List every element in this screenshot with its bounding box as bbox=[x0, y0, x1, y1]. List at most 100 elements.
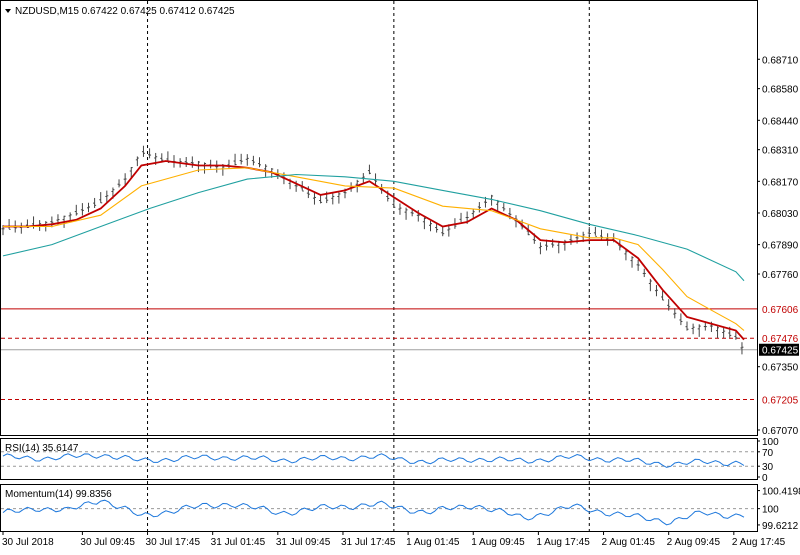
price-bar bbox=[404, 207, 408, 220]
price-bar bbox=[551, 238, 555, 248]
time-tick-label: 1 Aug 17:45 bbox=[536, 537, 590, 548]
price-bar bbox=[80, 203, 84, 216]
current-price-tag: 0.67425 bbox=[759, 343, 799, 357]
price-bar bbox=[117, 179, 121, 188]
time-tick-label: 2 Aug 01:45 bbox=[602, 537, 656, 548]
price-bar bbox=[239, 153, 243, 165]
price-bar bbox=[679, 313, 683, 326]
price-bar bbox=[129, 167, 133, 179]
momentum-tick-label: 99.6212 bbox=[762, 521, 799, 532]
price-bar bbox=[306, 186, 310, 199]
price-bar bbox=[587, 226, 591, 240]
price-bar bbox=[148, 148, 152, 159]
price-bar bbox=[337, 192, 341, 204]
price-bar bbox=[203, 162, 207, 174]
price-panel-frame bbox=[0, 0, 758, 436]
price-tick-label: 0.67350 bbox=[762, 363, 799, 374]
rsi-tick-label: 70 bbox=[762, 448, 774, 459]
rsi-panel-frame bbox=[0, 438, 758, 480]
level-price-tag-2: 0.67205 bbox=[759, 393, 799, 406]
price-bar bbox=[636, 259, 640, 271]
price-tags: 0.67606 0.67476 0.67205 0.67425 bbox=[759, 302, 799, 406]
rsi-panel-header: RSI(14) 35.6147 bbox=[5, 443, 79, 454]
price-bar bbox=[648, 278, 652, 292]
price-bar bbox=[74, 204, 78, 216]
price-tick-label: 0.68030 bbox=[762, 209, 799, 220]
price-bar bbox=[215, 160, 219, 173]
price-bar bbox=[441, 226, 445, 237]
price-bar bbox=[600, 229, 603, 241]
ma-mid-line bbox=[3, 167, 745, 331]
time-axis-ticks: 30 Jul 2018 30 Jul 09:45 30 Jul 17:45 31 Ju… bbox=[2, 531, 786, 548]
price-bar bbox=[697, 324, 701, 337]
svg-text:0.67476: 0.67476 bbox=[762, 334, 799, 345]
price-bar bbox=[716, 326, 720, 339]
price-bar bbox=[251, 155, 255, 166]
price-bar bbox=[87, 202, 90, 213]
price-bar bbox=[593, 226, 597, 237]
price-bar bbox=[685, 321, 689, 331]
price-bar bbox=[624, 249, 628, 261]
triangle-down-icon[interactable] bbox=[5, 9, 11, 13]
price-bar bbox=[331, 193, 335, 205]
svg-text:0.67205: 0.67205 bbox=[762, 395, 799, 406]
day-separators bbox=[147, 1, 590, 531]
price-bar bbox=[99, 192, 103, 204]
time-tick-label: 30 Jul 2018 bbox=[2, 537, 54, 548]
price-bar bbox=[435, 222, 439, 233]
price-bar bbox=[209, 159, 213, 169]
price-bar bbox=[538, 242, 542, 255]
price-bar bbox=[166, 151, 170, 163]
price-bar bbox=[398, 203, 402, 215]
price-bar bbox=[184, 156, 188, 167]
time-tick-label: 30 Jul 17:45 bbox=[146, 537, 201, 548]
time-tick-label: 2 Aug 17:45 bbox=[732, 537, 786, 548]
price-bar bbox=[496, 199, 500, 213]
price-bar bbox=[471, 208, 475, 219]
price-bar bbox=[429, 220, 432, 232]
price-bar bbox=[258, 157, 261, 168]
ma-slow-line bbox=[2, 173, 745, 282]
momentum-tick-label: 100 bbox=[762, 505, 779, 516]
price-tick-label: 0.68580 bbox=[762, 85, 799, 96]
time-tick-label: 1 Aug 09:45 bbox=[471, 537, 525, 548]
rsi-tick-label: 100 bbox=[762, 437, 779, 448]
price-tick-label: 0.67890 bbox=[762, 241, 799, 252]
price-bar bbox=[123, 173, 127, 186]
price-tick-label: 0.67760 bbox=[762, 270, 799, 281]
price-bar bbox=[7, 218, 11, 230]
price-bar bbox=[447, 224, 451, 237]
price-bar bbox=[68, 212, 72, 222]
price-bar bbox=[392, 197, 396, 208]
price-bar bbox=[569, 234, 573, 245]
price-bar bbox=[722, 327, 726, 339]
svg-text:0.67425: 0.67425 bbox=[762, 346, 799, 357]
rsi-tick-label: 30 bbox=[762, 462, 774, 473]
momentum-line bbox=[2, 499, 745, 526]
price-bar bbox=[319, 195, 323, 204]
price-bar bbox=[135, 156, 139, 167]
price-tick-label: 0.68170 bbox=[762, 177, 799, 188]
price-axis-ticks: 0.68710 0.68580 0.68440 0.68310 0.68170 0.680… bbox=[757, 55, 799, 437]
price-tick-label: 0.68440 bbox=[762, 116, 799, 127]
momentum-panel-header: Momentum(14) 99.8356 bbox=[5, 489, 112, 500]
momentum-tick-label: 100.4198 bbox=[762, 487, 800, 498]
price-bar bbox=[294, 180, 298, 192]
rsi-tick-label: 0 bbox=[762, 473, 768, 484]
price-bar bbox=[227, 159, 231, 169]
time-tick-label: 2 Aug 09:45 bbox=[667, 537, 721, 548]
rsi-line bbox=[2, 453, 745, 468]
moving-averages bbox=[2, 160, 745, 341]
price-bar bbox=[673, 308, 677, 319]
price-bar bbox=[642, 268, 646, 278]
price-panel-header: NZDUSD,M15 0.67422 0.67425 0.67412 0.674… bbox=[15, 6, 235, 17]
price-bar bbox=[93, 197, 97, 208]
price-bar bbox=[654, 284, 658, 297]
price-bar bbox=[233, 153, 237, 166]
price-bar bbox=[141, 145, 145, 157]
price-bar bbox=[490, 194, 494, 206]
momentum-panel-frame bbox=[0, 484, 758, 532]
